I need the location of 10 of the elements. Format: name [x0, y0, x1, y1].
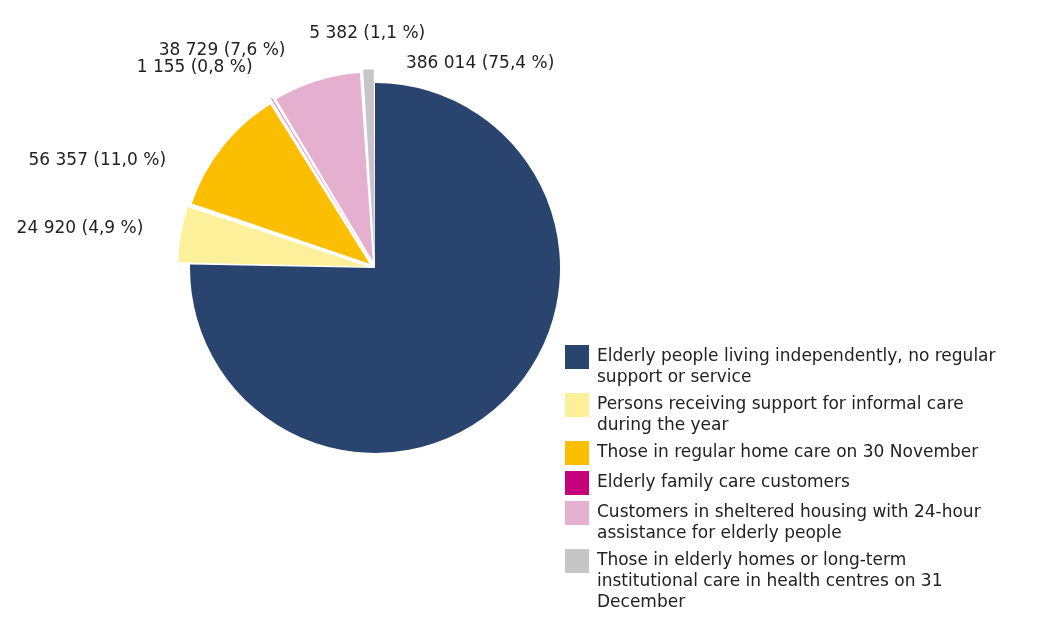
data-label: 24 920 (4,9 %) [16, 216, 144, 237]
data-label: 5 382 (1,1 %) [309, 21, 426, 42]
data-label: 56 357 (11,0 %) [28, 148, 167, 169]
legend-label: Customers in sheltered housing with 24-hour assistance for elderly people [597, 501, 982, 543]
legend-label: Persons receiving support for informal care during the year [597, 393, 965, 435]
legend-label: Elderly family care customers [597, 471, 850, 492]
legend-label: Elderly people living independently, no regular support or service [597, 345, 997, 387]
legend-label: Those in regular home care on 30 November [597, 441, 979, 462]
data-label: 386 014 (75,4 %) [405, 51, 555, 72]
legend-label: Those in elderly homes or long-term institutional care in health centres on 31 December [597, 549, 944, 612]
